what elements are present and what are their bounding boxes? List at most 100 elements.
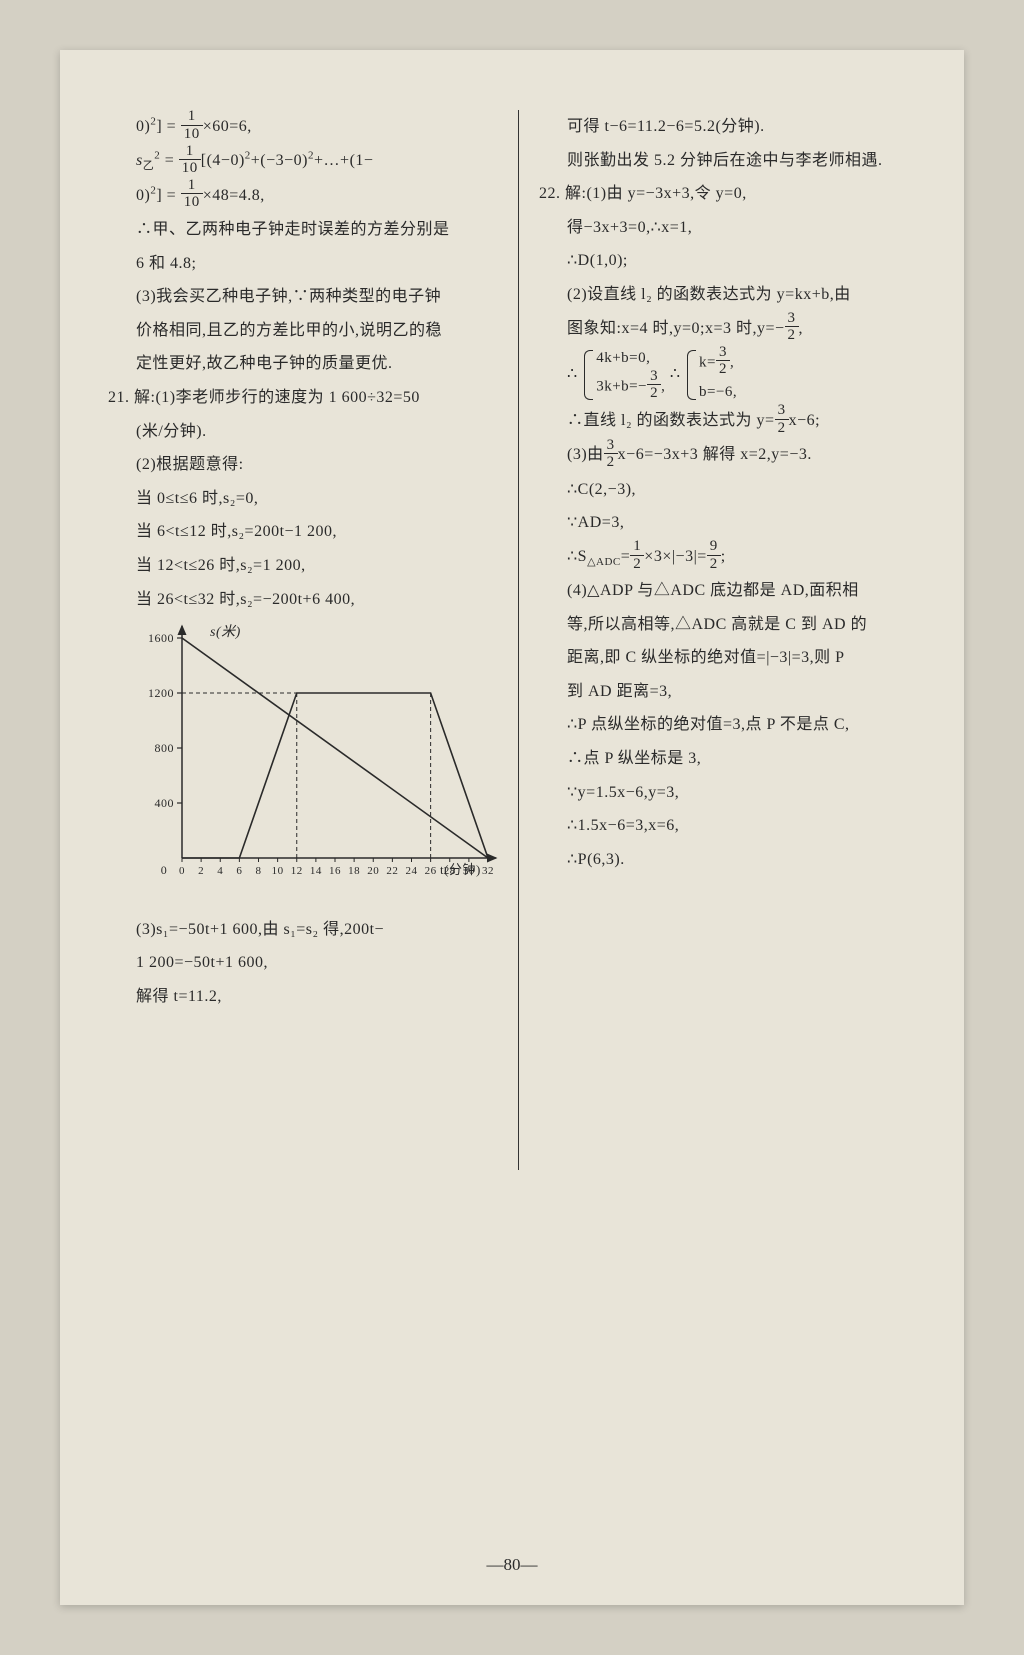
text: b=−6, xyxy=(699,380,737,404)
text: ∴ xyxy=(670,366,681,383)
text-line: (米/分钟). xyxy=(108,415,498,449)
text: ] = xyxy=(156,118,180,135)
text: ×48=4.8, xyxy=(203,187,265,204)
svg-text:400: 400 xyxy=(155,796,175,810)
text-line: 6 和 4.8; xyxy=(108,247,498,281)
fraction: 32 xyxy=(716,344,730,378)
denominator: 10 xyxy=(181,194,203,211)
svg-text:12: 12 xyxy=(291,865,303,877)
denominator: 2 xyxy=(604,454,618,471)
text-line: (3)由32x−6=−3x+3 解得 x=2,y=−3. xyxy=(539,438,916,472)
text-line: 当 12<t≤26 时,s₂=1 200, xyxy=(108,549,498,583)
graph-container: 4008001200160002468101214161820222426283… xyxy=(138,622,498,905)
svg-text:14: 14 xyxy=(310,865,322,877)
text-line: ∴D(1,0); xyxy=(539,244,916,278)
text: = xyxy=(160,152,179,169)
text-line: 距离,即 C 纵坐标的绝对值=|−3|=3,则 P xyxy=(539,641,916,675)
text: ; xyxy=(721,548,726,565)
text-line: 1 200=−50t+1 600, xyxy=(108,946,498,980)
text: ×60=6, xyxy=(203,118,252,135)
denominator: 2 xyxy=(647,385,661,402)
text: x−6; xyxy=(789,412,820,429)
svg-text:0: 0 xyxy=(161,863,168,877)
text-line: s乙2 = 110[(4−0)2+(−3−0)2+…+(1− xyxy=(108,144,498,178)
text: , xyxy=(799,320,804,337)
svg-text:8: 8 xyxy=(256,865,262,877)
text-line: 到 AD 距离=3, xyxy=(539,675,916,709)
fraction: 110 xyxy=(179,143,201,177)
svg-text:t(分钟): t(分钟) xyxy=(440,862,481,877)
text-line: 解得 t=11.2, xyxy=(108,980,498,1014)
svg-text:20: 20 xyxy=(367,865,379,877)
numerator: 1 xyxy=(179,143,201,161)
svg-text:24: 24 xyxy=(406,865,418,877)
text: 0) xyxy=(136,187,150,204)
svg-text:1600: 1600 xyxy=(148,631,174,645)
text: , xyxy=(661,378,665,394)
left-column: 0)2] = 110×60=6, s乙2 = 110[(4−0)2+(−3−0)… xyxy=(108,110,519,1170)
fraction: 32 xyxy=(604,437,618,471)
fraction: 32 xyxy=(785,310,799,344)
text: (3)由 xyxy=(567,446,604,463)
page: 0)2] = 110×60=6, s乙2 = 110[(4−0)2+(−3−0)… xyxy=(60,50,964,1605)
text: 图象知:x=4 时,y=0;x=3 时,y=− xyxy=(567,320,785,337)
content-columns: 0)2] = 110×60=6, s乙2 = 110[(4−0)2+(−3−0)… xyxy=(60,50,964,1210)
text: = xyxy=(621,548,631,565)
text-line: ∴P(6,3). xyxy=(539,843,916,877)
brace-system: k=32, b=−6, xyxy=(685,346,737,404)
text-line: 定性更好,故乙种电子钟的质量更优. xyxy=(108,347,498,381)
text-line: 图象知:x=4 时,y=0;x=3 时,y=−32, xyxy=(539,312,916,346)
svg-text:10: 10 xyxy=(272,865,284,877)
text: ] = xyxy=(156,187,180,204)
fraction: 12 xyxy=(630,538,644,572)
text-line: 0)2] = 110×48=4.8, xyxy=(108,179,498,213)
text-line: 得−3x+3=0,∴x=1, xyxy=(539,211,916,245)
denominator: 10 xyxy=(181,126,203,143)
text: ∴直线 l₂ 的函数表达式为 y= xyxy=(567,412,775,429)
brace-system: 4k+b=0, 3k+b=−32, xyxy=(582,346,665,404)
text-line: (3)s₁=−50t+1 600,由 s₁=s₂ 得,200t− xyxy=(108,913,498,947)
text-line: 当 6<t≤12 时,s₂=200t−1 200, xyxy=(108,515,498,549)
text-line: (4)△ADP 与△ADC 底边都是 AD,面积相 xyxy=(539,574,916,608)
text-line: 0)2] = 110×60=6, xyxy=(108,110,498,144)
numerator: 3 xyxy=(647,368,661,386)
text-line: ∴P 点纵坐标的绝对值=3,点 P 不是点 C, xyxy=(539,708,916,742)
numerator: 1 xyxy=(181,177,203,195)
svg-text:2: 2 xyxy=(198,865,204,877)
text-line: 价格相同,且乙的方差比甲的小,说明乙的稳 xyxy=(108,314,498,348)
text-line: 当 26<t≤32 时,s₂=−200t+6 400, xyxy=(108,583,498,617)
text-line: ∴甲、乙两种电子钟走时误差的方差分别是 xyxy=(108,213,498,247)
denominator: 10 xyxy=(179,160,201,177)
svg-text:800: 800 xyxy=(155,741,175,755)
svg-text:0: 0 xyxy=(179,865,185,877)
page-number: —80— xyxy=(60,1555,964,1575)
text: s xyxy=(136,152,143,169)
fraction: 32 xyxy=(775,402,789,436)
text-line: 可得 t−6=11.2−6=5.2(分钟). xyxy=(539,110,916,144)
numerator: 3 xyxy=(785,310,799,328)
text-line: 21. 解:(1)李老师步行的速度为 1 600÷32=50 xyxy=(108,381,498,415)
text: ∴ xyxy=(567,366,578,383)
text-line: 22. 解:(1)由 y=−3x+3,令 y=0, xyxy=(539,177,916,211)
text-line: ∵AD=3, xyxy=(539,506,916,540)
text: ∴S xyxy=(567,548,587,565)
graph-svg: 4008001200160002468101214161820222426283… xyxy=(138,622,498,892)
denominator: 2 xyxy=(630,556,644,573)
fraction: 32 xyxy=(647,368,661,402)
text-line: 当 0≤t≤6 时,s₂=0, xyxy=(108,482,498,516)
numerator: 3 xyxy=(604,437,618,455)
denominator: 2 xyxy=(716,361,730,378)
text-line: ∴S△ADC=12×3×|−3|=92; xyxy=(539,540,916,574)
fraction: 110 xyxy=(181,108,203,142)
text: 0) xyxy=(136,118,150,135)
svg-text:32: 32 xyxy=(482,865,494,877)
fraction: 92 xyxy=(707,538,721,572)
numerator: 9 xyxy=(707,538,721,556)
svg-text:1200: 1200 xyxy=(148,686,174,700)
text-line: (2)设直线 l₂ 的函数表达式为 y=kx+b,由 xyxy=(539,278,916,312)
text: k= xyxy=(699,354,716,370)
svg-text:16: 16 xyxy=(329,865,341,877)
svg-text:6: 6 xyxy=(236,865,242,877)
fraction: 110 xyxy=(181,177,203,211)
numerator: 1 xyxy=(181,108,203,126)
